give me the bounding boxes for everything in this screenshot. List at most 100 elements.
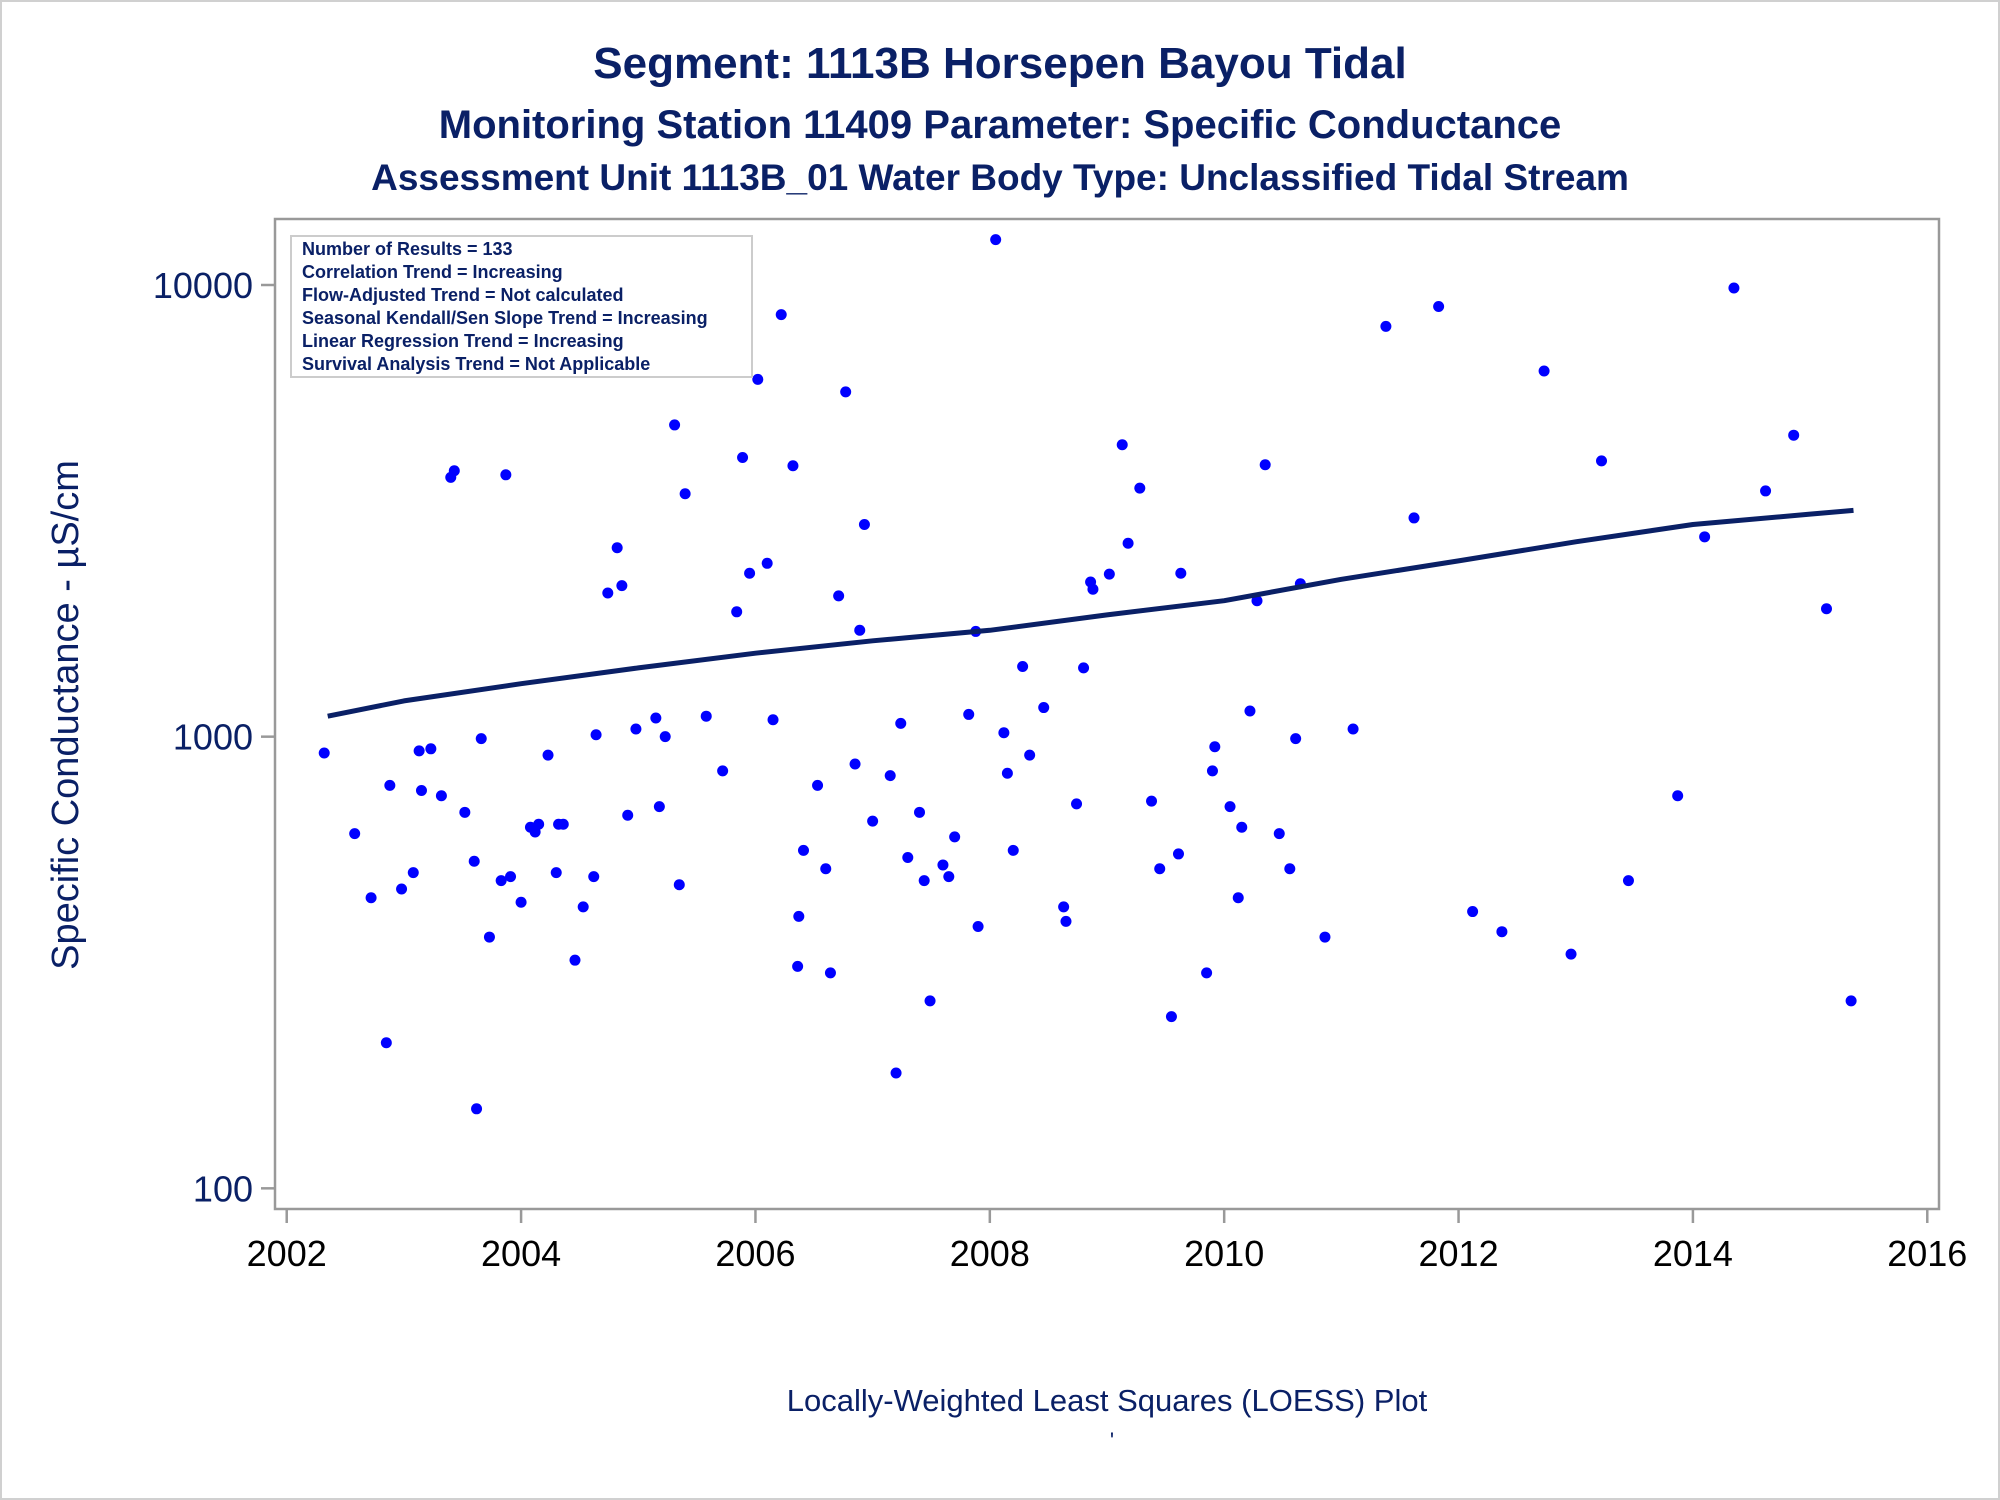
data-point-98 [1154,863,1166,875]
data-point-2 [365,892,377,904]
data-point-40 [659,731,671,743]
data-point-66 [867,815,879,827]
data-point-39 [653,801,665,813]
data-point-45 [717,765,729,777]
data-point-111 [1273,828,1285,840]
data-point-64 [854,624,866,636]
data-point-41 [669,419,681,431]
data-point-62 [840,386,852,398]
data-point-76 [949,831,961,843]
data-point-126 [1672,790,1684,802]
data-point-28 [557,818,569,830]
data-point-3 [380,1037,392,1049]
data-point-105 [1224,801,1236,813]
data-point-72 [918,875,930,887]
data-point-101 [1175,567,1187,579]
data-point-43 [679,488,691,500]
data-point-87 [1058,901,1070,913]
data-point-19 [500,469,512,481]
data-point-82 [1001,767,1013,779]
data-point-18 [495,875,507,887]
stat-seasonal-kendall-trend: Seasonal Kendall/Sen Slope Trend = Incre… [302,308,708,328]
data-point-102 [1201,967,1213,979]
data-point-56 [793,910,805,922]
data-point-115 [1319,931,1331,943]
data-point-60 [824,967,836,979]
data-point-59 [820,863,832,875]
data-point-17 [483,931,495,943]
data-point-8 [415,784,427,796]
data-point-6 [407,867,419,879]
data-point-53 [775,309,787,321]
data-point-125 [1622,875,1634,887]
data-point-26 [550,867,562,879]
data-point-132 [1845,995,1857,1007]
y-axis: 100 1000 10000 [153,265,275,1209]
x-axis: 2002 2004 2006 2008 2010 2012 2014 2016 [247,1209,1967,1274]
x-tick-label-2016: 2016 [1887,1233,1967,1274]
data-point-123 [1565,948,1577,960]
x-tick-label-2002: 2002 [247,1233,327,1274]
data-point-118 [1408,512,1420,524]
data-point-9 [425,743,437,755]
data-point-73 [924,995,936,1007]
data-point-108 [1244,705,1256,717]
data-point-38 [650,712,662,724]
data-point-100 [1172,848,1184,860]
data-point-120 [1467,906,1479,918]
data-point-25 [542,749,554,761]
data-point-13 [459,806,471,818]
data-point-128 [1728,282,1740,294]
data-point-10 [435,790,447,802]
data-point-75 [943,871,955,883]
data-point-32 [590,729,602,741]
x-tick-label-2014: 2014 [1653,1233,1733,1274]
chart-subtitle-2: Assessment Unit 1113B_01 Water Body Type… [371,157,1629,198]
data-point-61 [833,590,845,602]
plot-area [273,217,1941,1211]
data-point-33 [602,587,614,599]
data-point-34 [611,542,623,554]
y-tick-label-100: 100 [193,1168,253,1209]
stat-flow-adjusted-trend: Flow-Adjusted Trend = Not calculated [302,285,624,305]
data-point-57 [797,844,809,856]
data-point-24 [533,818,545,830]
data-point-130 [1788,429,1800,441]
data-point-4 [384,779,396,791]
data-point-58 [812,779,824,791]
data-point-129 [1760,485,1772,497]
data-point-88 [1060,915,1072,927]
data-point-37 [630,723,642,735]
data-point-52 [767,714,779,726]
data-point-42 [673,879,685,891]
data-point-49 [744,567,756,579]
stat-survival-analysis-trend: Survival Analysis Trend = Not Applicable [302,354,650,374]
data-point-5 [396,883,408,895]
data-point-70 [902,852,914,864]
data-point-12 [448,465,460,477]
data-point-127 [1699,531,1711,543]
stat-linear-regression-trend: Linear Regression Trend = Increasing [302,331,624,351]
data-point-44 [700,710,712,722]
x-tick-label-2004: 2004 [481,1233,561,1274]
data-point-0 [318,747,330,759]
data-point-1 [349,828,361,840]
data-point-63 [849,758,861,770]
data-point-117 [1380,320,1392,332]
x-axis-title: Locally-Weighted Least Squares (LOESS) P… [787,1383,1428,1418]
data-point-50 [752,373,764,385]
data-point-113 [1290,733,1302,745]
loess-trend-line [327,507,1854,719]
data-point-84 [1017,661,1029,673]
x-tick-label-2010: 2010 [1184,1233,1264,1274]
data-point-74 [937,859,949,871]
data-point-92 [1087,583,1099,595]
x-tick-label-2006: 2006 [715,1233,795,1274]
data-point-96 [1134,482,1146,494]
data-point-103 [1206,765,1218,777]
data-point-109 [1251,595,1263,607]
stats-legend: Number of Results = 133 Correlation Tren… [290,235,753,378]
data-point-68 [890,1067,902,1079]
